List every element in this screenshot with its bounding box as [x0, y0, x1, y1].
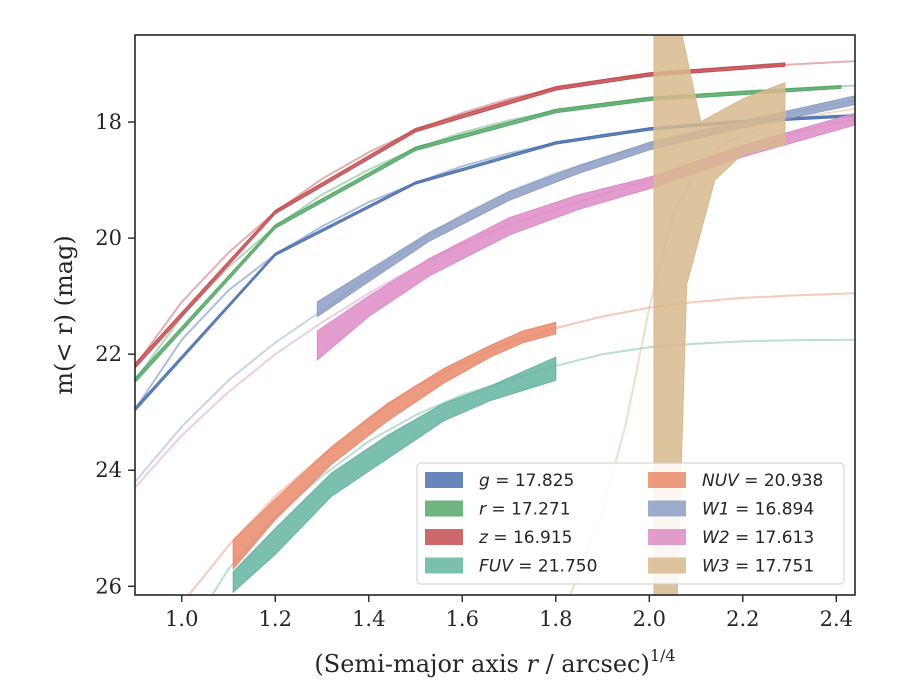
data-layer	[135, 35, 855, 595]
series-z-band	[135, 62, 786, 369]
y-axis-title: m(< r) (mag)	[50, 235, 78, 394]
y-tick-label: 24	[95, 458, 122, 482]
series-w2-model-line	[135, 118, 855, 489]
x-tick-label: 1.4	[352, 607, 385, 631]
series-fuv-band	[232, 356, 557, 594]
y-tick-label: 22	[95, 342, 122, 366]
x-axis-title: (Semi-major axis r / arcsec)1/4	[314, 646, 675, 678]
plot-frame	[134, 34, 856, 596]
series-w1-band	[316, 95, 855, 318]
legend: g = 17.825 r = 17.271 z = 16.915 FUV = 21.7…	[416, 462, 845, 585]
series-w2-band	[316, 112, 855, 362]
legend-label-w2: W2 = 17.613	[702, 528, 814, 548]
y-tick-label: 20	[95, 226, 122, 250]
x-tick-label: 1.6	[446, 607, 479, 631]
legend-label-nuv: NUV = 20.938	[702, 471, 823, 491]
x-tick-label: 1.2	[259, 607, 292, 631]
x-tick-label: 1.8	[539, 607, 572, 631]
legend-swatch-fuv	[425, 557, 463, 574]
x-tick-label: 2.2	[726, 607, 759, 631]
legend-swatch-nuv	[648, 472, 686, 488]
x-tick-label: 2.0	[633, 607, 666, 631]
x-tick-label: 1.0	[165, 607, 198, 631]
series-r-band	[135, 84, 842, 384]
legend-swatch-g	[425, 472, 463, 488]
x-axis: 1.0 1.2 1.4 1.6 1.8 2.0 2.2 2.4	[165, 595, 853, 631]
y-tick-label: 18	[95, 110, 122, 134]
legend-label-w1: W1 = 16.894	[702, 500, 814, 520]
series-w3-band	[653, 35, 786, 595]
legend-swatch-z	[425, 529, 463, 545]
legend-swatch-w1	[648, 500, 686, 517]
legend-label-z: z = 16.915	[478, 528, 572, 548]
y-axis: 18 20 22 24 26	[95, 110, 135, 598]
legend-label-g: g = 17.825	[479, 471, 574, 491]
legend-swatch-r	[425, 500, 463, 517]
series-nuv-band	[232, 321, 557, 571]
legend-label-w3: W3 = 17.751	[702, 557, 814, 577]
legend-label-r: r = 17.271	[479, 500, 571, 520]
legend-swatch-w3	[648, 557, 686, 574]
legend-swatch-w2	[648, 529, 686, 545]
series-g-band	[135, 113, 855, 412]
x-tick-label: 2.4	[820, 607, 853, 631]
legend-frame	[416, 462, 845, 585]
y-tick-label: 26	[95, 574, 122, 598]
legend-label-fuv: FUV = 21.750	[479, 557, 597, 577]
